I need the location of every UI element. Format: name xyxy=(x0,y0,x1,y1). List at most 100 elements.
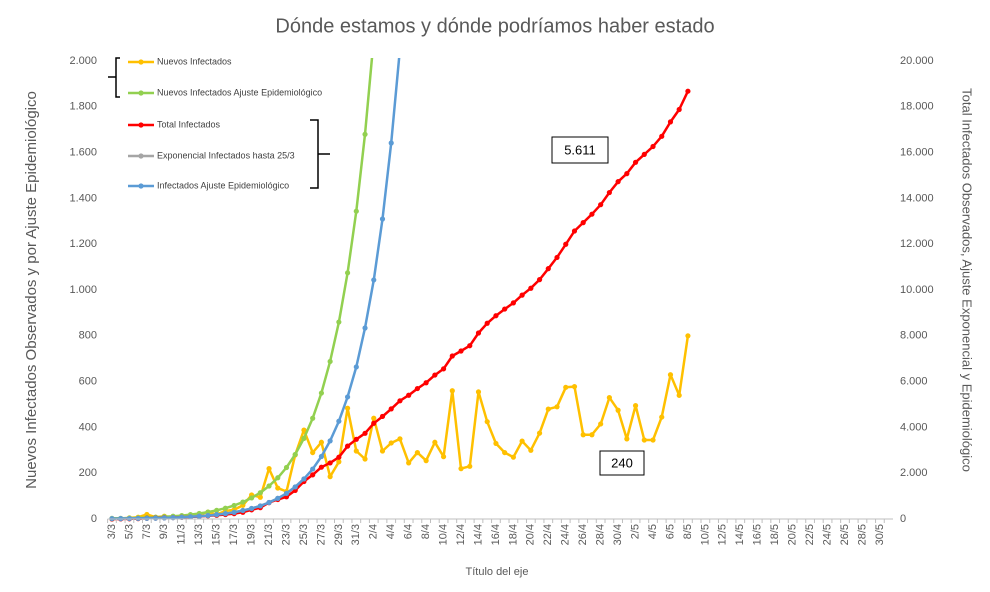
data-point xyxy=(344,405,351,411)
x-tick-label: 9/3 xyxy=(158,524,170,539)
y2-tick-label: 12.000 xyxy=(900,238,934,250)
x-tick-label: 14/5 xyxy=(734,524,746,545)
legend-label: Exponencial Infectados hasta 25/3 xyxy=(157,150,295,160)
y2-tick-label: 20.000 xyxy=(900,55,934,67)
data-point xyxy=(598,421,604,427)
data-point xyxy=(327,474,333,480)
data-point xyxy=(344,443,351,449)
data-point xyxy=(667,372,674,378)
data-point xyxy=(388,140,394,146)
data-point xyxy=(292,451,298,458)
x-tick-label: 20/4 xyxy=(525,524,537,545)
data-point xyxy=(432,439,438,445)
data-point xyxy=(641,437,647,443)
data-point xyxy=(336,454,342,460)
data-point xyxy=(222,511,229,517)
x-tick-label: 24/5 xyxy=(821,524,833,545)
x-tick-label: 6/5 xyxy=(664,524,676,539)
data-point xyxy=(571,384,578,390)
y2-tick-label: 4.000 xyxy=(900,421,928,433)
data-point xyxy=(336,319,342,325)
data-point xyxy=(301,427,307,433)
data-point xyxy=(283,464,290,471)
data-point xyxy=(536,430,543,436)
data-point xyxy=(275,495,281,501)
data-point xyxy=(362,430,368,436)
data-point xyxy=(598,202,604,208)
data-point xyxy=(606,395,612,401)
data-point xyxy=(624,436,630,442)
data-point xyxy=(257,503,263,509)
x-tick-label: 18/5 xyxy=(769,524,781,545)
data-point xyxy=(362,131,368,137)
y-tick-label: 1.000 xyxy=(69,284,97,296)
data-point xyxy=(528,285,534,291)
data-point xyxy=(379,413,386,420)
y-tick-label: 200 xyxy=(79,467,97,479)
data-point xyxy=(327,358,333,365)
y2-tick-label: 10.000 xyxy=(900,284,934,296)
data-point xyxy=(406,392,412,398)
data-point xyxy=(310,472,316,478)
x-tick-label: 18/4 xyxy=(507,524,519,545)
x-tick-label: 5/3 xyxy=(123,524,135,539)
data-point xyxy=(379,448,386,454)
data-point xyxy=(222,505,229,511)
data-point xyxy=(423,458,429,464)
data-point xyxy=(467,463,473,469)
data-point xyxy=(659,414,665,420)
data-point xyxy=(615,407,621,413)
data-point xyxy=(336,418,342,424)
y-tick-label: 800 xyxy=(79,330,97,342)
data-point xyxy=(510,300,516,306)
data-point xyxy=(563,241,569,247)
data-point xyxy=(248,495,255,501)
x-tick-label: 14/4 xyxy=(472,524,484,545)
data-point xyxy=(414,449,420,456)
legend-marker xyxy=(138,122,144,128)
annotation: 5.611 xyxy=(564,142,596,157)
x-tick-label: 4/5 xyxy=(647,524,659,539)
y-tick-label: 1.400 xyxy=(69,192,97,204)
data-point xyxy=(423,380,429,386)
x-tick-label: 6/4 xyxy=(403,524,415,539)
annotation-box xyxy=(551,136,609,164)
legend-bracket xyxy=(108,57,120,98)
x-tick-label: 24/4 xyxy=(560,524,572,545)
legend-label: Nuevos Infectados xyxy=(157,56,232,66)
data-point xyxy=(580,220,586,226)
data-point xyxy=(318,453,325,460)
data-point xyxy=(519,438,525,444)
y-axis-title: Nuevos Infectados Observados y por Ajust… xyxy=(23,91,40,489)
data-point xyxy=(257,490,263,496)
data-point xyxy=(493,440,499,447)
data-point xyxy=(275,485,281,491)
data-point xyxy=(310,466,316,472)
data-point xyxy=(458,348,464,354)
legend-label: Infectados Ajuste Epidemiológico xyxy=(157,180,289,190)
x-tick-label: 28/4 xyxy=(595,524,607,545)
x-tick-label: 28/5 xyxy=(856,524,868,545)
data-point xyxy=(327,460,333,466)
data-point xyxy=(563,384,569,390)
data-point xyxy=(685,333,691,339)
data-point xyxy=(344,270,351,276)
x-axis-title: Título del eje xyxy=(466,566,529,578)
y2-axis-title: Total Infectados Observados, Ajuste Expo… xyxy=(960,88,975,472)
data-point xyxy=(362,325,368,331)
data-point xyxy=(545,266,551,272)
x-tick-label: 4/4 xyxy=(385,524,397,539)
data-point xyxy=(458,466,464,472)
x-tick-label: 21/3 xyxy=(263,524,275,545)
data-point xyxy=(554,254,560,261)
y2-tick-label: 18.000 xyxy=(900,101,934,113)
x-tick-label: 10/5 xyxy=(699,524,711,545)
x-tick-label: 29/3 xyxy=(333,524,345,545)
y-tick-label: 1.800 xyxy=(69,101,97,113)
x-tick-label: 8/4 xyxy=(420,524,432,539)
data-point xyxy=(432,372,438,378)
x-tick-label: 17/3 xyxy=(228,524,240,545)
y2-tick-label: 0 xyxy=(900,513,906,525)
